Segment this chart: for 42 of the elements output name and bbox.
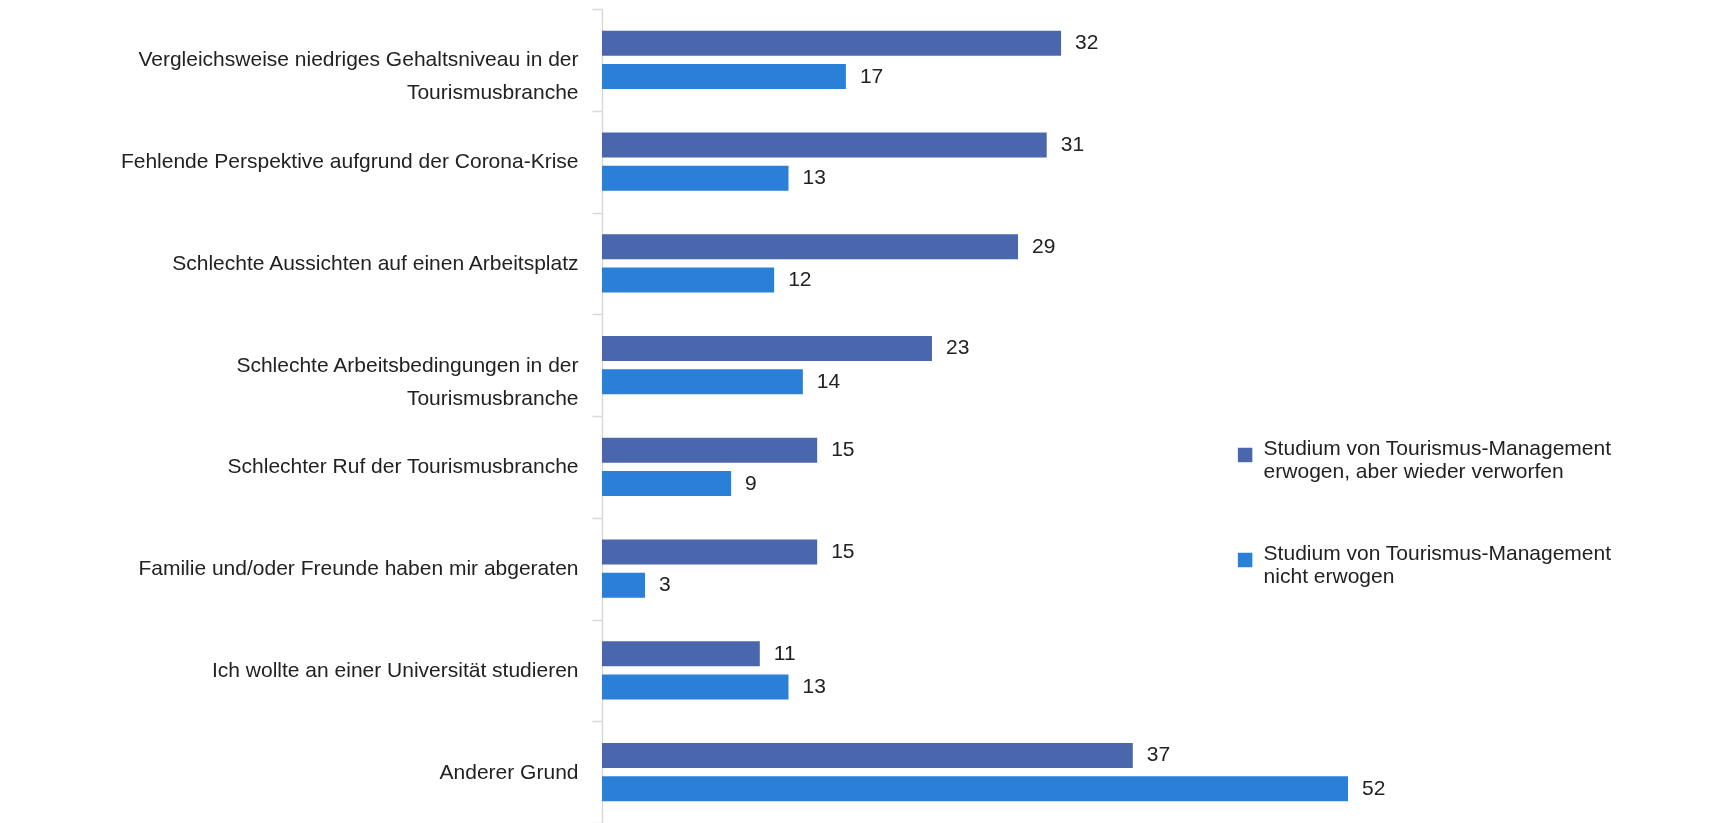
legend-label: Studium von Tourismus-Management erwogen, aber wieder verworfen [1263,435,1612,482]
y-tick-label: Schlechte Arbeitsbedingungen in der Tourismusbranche [236,352,579,409]
data-label: 52 [1362,775,1386,799]
bar [602,437,818,463]
bar [602,234,1019,260]
data-label: 14 [816,368,841,392]
data-label: 9 [745,470,757,494]
data-label: 32 [1075,30,1099,54]
data-label: 13 [802,674,826,698]
data-label: 17 [859,63,884,87]
bar [602,471,732,497]
y-tick-label: Ich wollte an einer Universität studieren [211,657,579,681]
y-tick-label: Anderer Grund [439,759,579,783]
data-label: 31 [1060,131,1085,155]
bar [602,64,846,90]
y-tick-label: Vergleichsweise niedriges Gehaltsniveau in der Tourismusbranche [138,47,579,104]
y-tick-label: Schlechter Ruf der Tourismusbranche [227,454,579,478]
y-tick-label: Fehlende Perspektive aufgrund der Corona-Krise [120,149,579,173]
bar [602,641,760,667]
data-label: 23 [945,335,970,359]
bar [602,539,818,565]
data-label: 15 [831,437,855,461]
bar [602,572,646,598]
data-label: 13 [802,165,826,189]
bar [602,132,1047,158]
bar [602,335,932,361]
data-label: 3 [659,572,671,596]
bar [602,165,789,191]
bar [602,674,789,700]
data-label: 37 [1146,742,1171,766]
data-label: 11 [773,640,796,664]
y-tick-label: Familie und/oder Freunde haben mir abgeraten [138,556,579,580]
legend-label: Studium von Tourismus-Management nicht erwogen [1263,540,1612,587]
bar [602,776,1348,802]
bar [602,369,803,395]
y-tick-label: Schlechte Aussichten auf einen Arbeitsplatz [172,250,579,274]
data-label: 15 [831,538,855,562]
bar [602,742,1133,768]
bar [602,30,1062,56]
bar [602,267,775,293]
data-label: 29 [1032,233,1056,257]
data-label: 12 [788,267,812,291]
